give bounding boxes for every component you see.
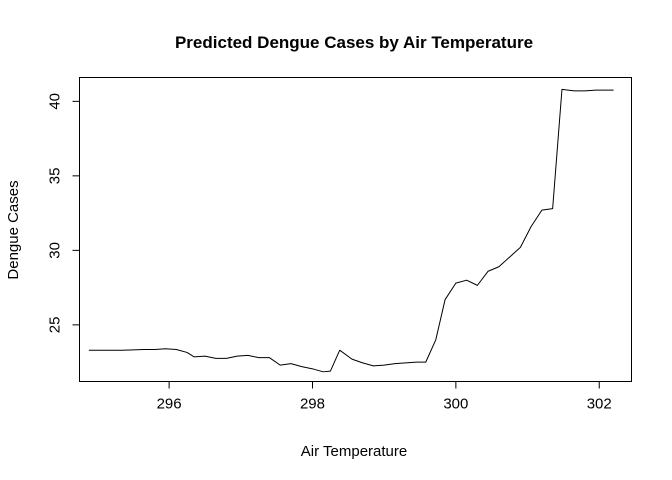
x-tick-label: 296 <box>157 396 182 413</box>
x-axis: 296 298 300 302 <box>157 381 612 413</box>
x-tick-label: 300 <box>443 396 468 413</box>
y-tick-label: 40 <box>47 93 64 110</box>
series-line <box>88 88 614 373</box>
plot-frame <box>79 77 632 382</box>
x-tick-label: 302 <box>587 396 612 413</box>
x-axis-label: Air Temperature <box>301 443 407 460</box>
y-axis-label: Dengue Cases <box>5 180 22 279</box>
y-axis: 25 30 35 40 <box>47 93 80 333</box>
y-tick-label: 30 <box>47 242 64 259</box>
chart-title: Predicted Dengue Cases by Air Temperatur… <box>175 33 533 52</box>
x-tick-label: 298 <box>300 396 325 413</box>
y-tick-label: 25 <box>47 317 64 334</box>
y-tick-label: 35 <box>47 168 64 185</box>
